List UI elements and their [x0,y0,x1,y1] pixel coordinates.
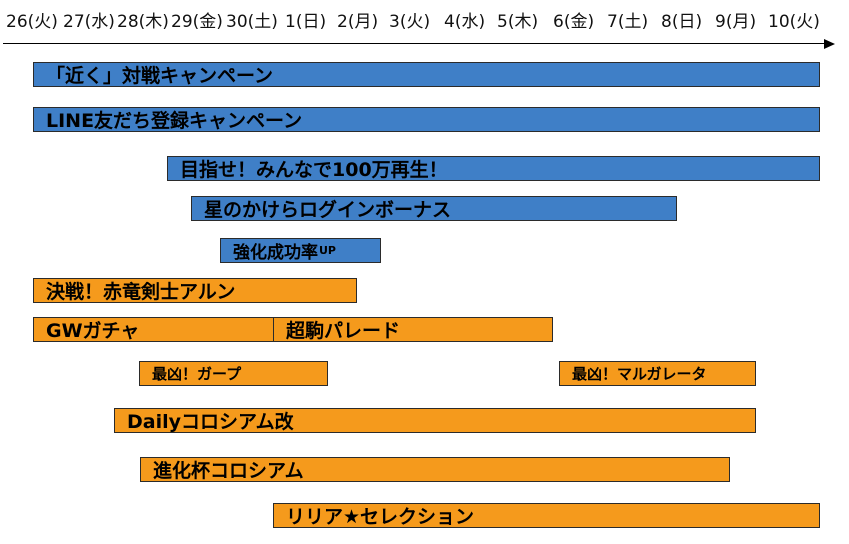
event-bar-daily-colosseum[interactable]: Dailyコロシアム改 [114,408,756,433]
date-label: 2(月) [337,12,379,32]
event-label: 「近く」対戦キャンペーン [46,65,274,87]
date-label: 27(水) [63,12,115,32]
event-label: 目指せ！みんなで100万再生！ [180,159,448,181]
event-bar-red-dragon-arun[interactable]: 決戦！赤竜剣士アルン [33,278,357,303]
date-label: 4(水) [444,12,486,32]
date-label: 9(月) [715,12,757,32]
event-bar-enhance-rate-up[interactable]: 強化成功率 UP [220,238,381,263]
date-label: 28(木) [117,12,169,32]
event-label: LINE友だち登録キャンペーン [46,110,303,132]
event-bar-strongest-gaap[interactable]: 最凶！ガープ [139,361,328,386]
event-label: GWガチャ [46,320,140,342]
event-bar-star-login-bonus[interactable]: 星のかけらログインボーナス [191,196,677,221]
event-bar-liria-selection[interactable]: リリア★セレクション [273,503,820,528]
date-label: 10(火) [768,12,820,32]
timeline-axis [3,43,825,44]
event-bar-line-friend-campaign[interactable]: LINE友だち登録キャンペーン [33,107,820,132]
date-label: 1(日) [285,12,327,32]
event-bar-super-koma-parade[interactable]: 超駒パレード [273,317,553,342]
event-label: Dailyコロシアム改 [127,411,294,433]
event-label: リリア★セレクション [286,506,475,528]
date-label: 29(金) [171,12,223,32]
date-label: 6(金) [553,12,595,32]
event-bar-strongest-margareta[interactable]: 最凶！マルガレータ [559,361,756,386]
event-label: 最凶！ガープ [152,365,242,383]
event-bar-million-views[interactable]: 目指せ！みんなで100万再生！ [167,156,820,181]
event-label: 進化杯コロシアム [153,460,304,482]
event-label-suffix: UP [319,244,336,257]
event-bar-kinaku-campaign[interactable]: 「近く」対戦キャンペーン [33,62,820,87]
date-label: 3(火) [389,12,431,32]
date-label: 7(土) [607,12,649,32]
event-bar-gw-gacha[interactable]: GWガチャ [33,317,274,342]
date-label: 30(土) [226,12,278,32]
axis-arrow-icon [824,39,835,49]
date-label: 5(木) [497,12,539,32]
date-label: 26(火) [6,12,58,32]
event-label: 最凶！マルガレータ [572,365,707,383]
event-label: 決戦！赤竜剣士アルン [46,281,236,303]
event-bar-evolution-cup-colosseum[interactable]: 進化杯コロシアム [140,457,730,482]
date-label: 8(日) [661,12,703,32]
event-label: 星のかけらログインボーナス [204,199,452,221]
event-label: 超駒パレード [286,320,401,342]
event-label: 強化成功率 [233,243,318,263]
